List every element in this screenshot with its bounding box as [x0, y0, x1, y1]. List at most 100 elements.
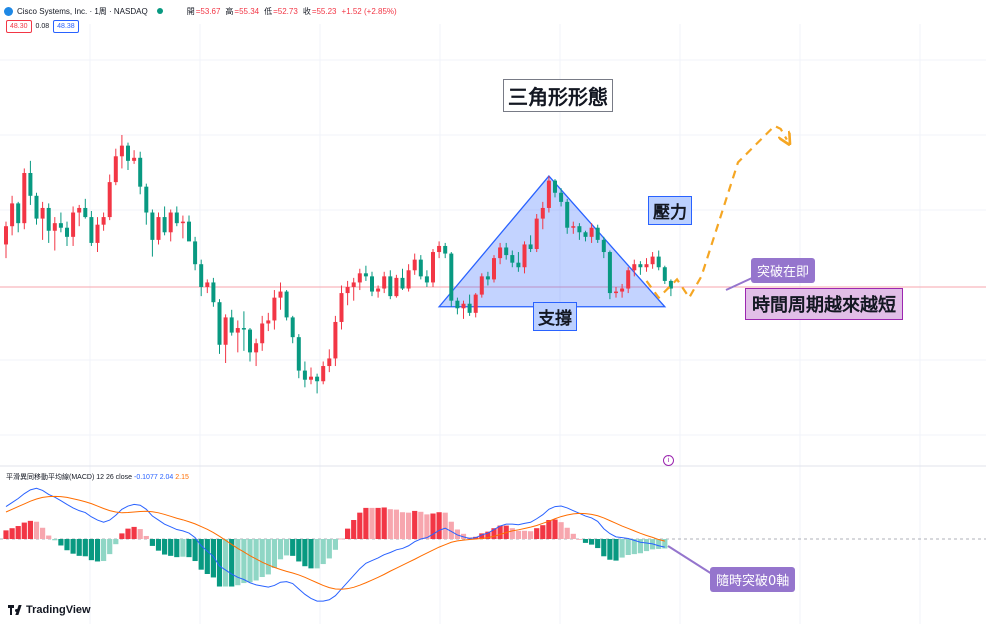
- event-marker-icon[interactable]: i: [663, 455, 674, 466]
- bid-button[interactable]: 48.30: [6, 20, 32, 33]
- candle-body: [455, 300, 460, 309]
- candle-body: [46, 207, 51, 231]
- candle-body: [95, 224, 100, 243]
- candle-body: [662, 267, 667, 281]
- candle-body: [388, 276, 393, 297]
- breakout-callout-pointer: [725, 277, 753, 291]
- macd-hist-value: -0.1077: [133, 474, 158, 481]
- candle-body: [638, 264, 643, 268]
- macd-histogram-bar: [558, 522, 564, 539]
- macd-histogram-bar: [125, 528, 131, 539]
- macd-histogram-bar: [576, 539, 582, 540]
- macd-histogram-bar: [595, 539, 601, 549]
- candle-body: [187, 221, 191, 242]
- macd-histogram-bar: [314, 539, 320, 569]
- candle-body: [516, 262, 521, 268]
- candle-body: [162, 217, 167, 233]
- macd-histogram: [3, 507, 668, 587]
- macd-histogram-bar: [107, 539, 113, 555]
- candle-body: [168, 212, 173, 233]
- candle-body: [266, 320, 271, 324]
- macd-histogram-bar: [448, 521, 454, 539]
- candle-body: [510, 255, 515, 263]
- candle-body: [400, 277, 405, 289]
- macd-histogram-bar: [540, 525, 546, 539]
- macd-line-value: 2.04: [159, 474, 174, 481]
- candle-body: [65, 227, 69, 237]
- candle-body: [302, 370, 307, 380]
- candle-body: [406, 270, 411, 289]
- symbol-title[interactable]: Cisco Systems, Inc. · 1周 · NASDAQ: [17, 6, 148, 16]
- candle-body: [217, 302, 222, 345]
- candle-body: [132, 157, 137, 161]
- candle-body: [382, 276, 387, 289]
- macd-histogram-bar: [186, 539, 192, 558]
- candle-body: [370, 276, 374, 292]
- macd-histogram-bar: [393, 509, 399, 539]
- support-label[interactable]: 支撐: [533, 302, 577, 331]
- macd-histogram-bar: [131, 526, 137, 539]
- macd-histogram-bar: [625, 539, 631, 555]
- macd-histogram-bar: [320, 539, 326, 565]
- candle-body: [150, 212, 155, 240]
- macd-histogram-bar: [76, 539, 82, 556]
- market-status-icon: [156, 8, 163, 14]
- breakout-callout[interactable]: 突破在即: [751, 258, 816, 283]
- macd-histogram-bar: [442, 512, 448, 539]
- resistance-label[interactable]: 壓力: [648, 196, 692, 225]
- candle-body: [546, 180, 551, 208]
- open-label: 開: [186, 6, 195, 16]
- macd-histogram-bar: [113, 539, 119, 545]
- macd-histogram-bar: [662, 539, 668, 549]
- candle-body: [339, 293, 344, 322]
- macd-histogram-bar: [406, 512, 412, 539]
- macd-histogram-bar: [430, 513, 436, 539]
- macd-histogram-bar: [174, 539, 180, 558]
- macd-histogram-bar: [601, 539, 607, 557]
- candle-body: [357, 273, 362, 283]
- signal-line: [5, 495, 665, 590]
- candle-body: [412, 259, 417, 271]
- candle-body: [492, 258, 496, 280]
- spread-value: 0.08: [35, 23, 50, 30]
- macd-histogram-bar: [656, 539, 662, 549]
- macd-histogram-bar: [15, 526, 21, 539]
- candle-body: [71, 212, 76, 237]
- macd-histogram-bar: [168, 539, 174, 556]
- macd-histogram-bar: [436, 512, 442, 539]
- candle-body: [540, 207, 545, 219]
- candle-body: [620, 288, 625, 292]
- candle-body: [52, 223, 57, 231]
- macd-indicator-name: 平滑異同移動平均線(MACD) 12 26 close: [6, 474, 133, 481]
- macd-histogram-bar: [412, 510, 418, 539]
- macd-callout[interactable]: 隨時突破0軸: [710, 567, 796, 592]
- candle-body: [467, 303, 472, 313]
- macd-histogram-bar: [247, 539, 253, 583]
- macd-histogram-bar: [607, 539, 613, 560]
- ask-button[interactable]: 48.38: [53, 20, 79, 33]
- macd-histogram-bar: [338, 538, 345, 540]
- symbol-logo-icon: [4, 6, 13, 16]
- macd-histogram-bar: [46, 535, 52, 539]
- macd-histogram-bar: [88, 539, 94, 561]
- macd-legend[interactable]: 平滑異同移動平均線(MACD) 12 26 close -0.1077 2.04…: [6, 472, 189, 482]
- macd-histogram-bar: [9, 528, 15, 539]
- tradingview-mark-icon: [8, 605, 22, 615]
- macd-histogram-bar: [162, 539, 168, 555]
- candle-body: [156, 217, 161, 240]
- high-label: 高: [225, 6, 234, 16]
- timeframe-label[interactable]: 時間周期越來越短: [745, 288, 903, 320]
- candle-body: [229, 317, 234, 333]
- macd-histogram-bar: [643, 539, 650, 552]
- candle-body: [443, 245, 448, 254]
- pattern-title-label[interactable]: 三角形形態: [503, 79, 613, 112]
- candle-body: [241, 328, 246, 330]
- candle-body: [254, 343, 259, 353]
- macd-histogram-bar: [332, 539, 338, 550]
- macd-histogram-bar: [198, 539, 204, 570]
- macd-histogram-bar: [210, 539, 216, 578]
- candle-body: [479, 276, 484, 295]
- candle-body: [431, 252, 435, 283]
- macd-histogram-bar: [613, 539, 619, 561]
